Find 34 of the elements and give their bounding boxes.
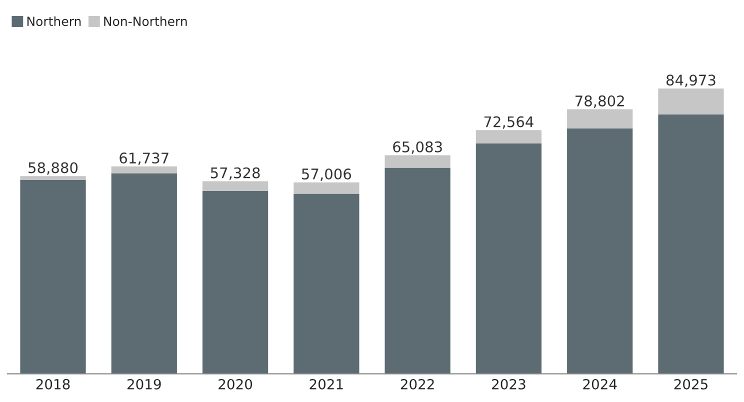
x-tick-label: 2020 [218,378,252,390]
annotation: 57,328 [210,167,260,180]
bar [294,182,360,194]
bar [384,155,450,168]
x-tick-label: 2021 [310,378,343,390]
annotation: 61,737 [120,152,168,166]
x-tick-label: 2022 [400,378,434,390]
legend-label: Northern [27,16,81,26]
x-tick-label: 2023 [492,378,526,390]
bar [294,194,360,374]
bar [476,130,542,144]
bar [20,176,86,180]
x-tick-label: 2018 [36,378,70,390]
annotation: 72,564 [484,116,534,129]
x-tick-label: 2024 [583,378,617,390]
x-tick-label: 2019 [127,378,161,390]
bar [658,88,724,114]
annotation: 58,880 [28,162,78,175]
annotation: 84,973 [666,74,716,88]
bar [20,180,86,374]
annotation: 57,006 [302,168,352,182]
bar [202,181,268,191]
bar [384,168,450,374]
annotation: 78,802 [576,95,624,108]
bar [111,173,177,374]
bar [658,114,724,374]
legend-label: Non-Northern [104,16,187,26]
bar [567,128,633,374]
bar [111,166,177,174]
bar [202,190,268,374]
bar [476,144,542,374]
x-tick-label: 2025 [674,378,708,390]
bar [567,109,633,128]
annotation: 65,083 [393,141,442,154]
